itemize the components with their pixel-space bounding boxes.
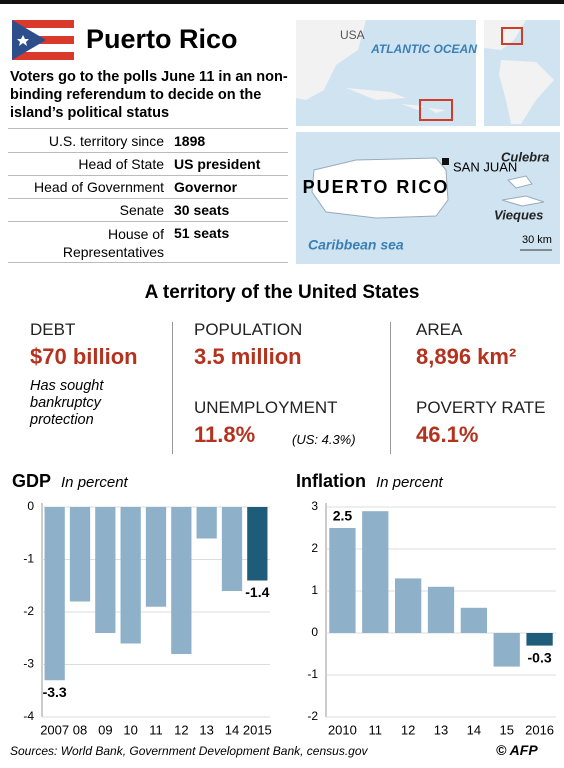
map-label: Caribbean sea [308,237,404,253]
chart-subtitle: In percent [376,474,444,491]
source: Sources: World Bank, Government Developm… [10,744,368,758]
chart-title: Inflation [296,471,366,491]
x-tick-label: 14 [225,722,239,737]
value-label: -3.3 [43,684,67,700]
flag [12,20,74,60]
chart-subtitle: In percent [61,474,129,491]
y-tick-label: 0 [311,625,318,639]
table-row: House of Representatives 51 seats [8,222,288,263]
bar [69,507,91,602]
credit: © AFP [496,742,538,758]
y-tick-label: 2 [311,541,318,555]
table-row: Senate 30 seats [8,199,288,222]
y-tick-label: -2 [23,604,34,618]
bar [44,507,65,681]
x-tick-label: 11 [369,722,383,737]
value-label: -1.4 [245,584,269,600]
bar [120,507,141,644]
map-label: PUERTO RICO [303,177,450,197]
bar [247,507,268,581]
x-tick-label: 12 [401,722,415,737]
bar [493,633,520,667]
stat-value: 3.5 million [194,344,302,369]
x-tick-label: 13 [199,722,213,737]
divider [8,128,288,129]
separator [390,322,391,454]
title: Puerto Rico [86,24,238,54]
bar [145,507,167,607]
stat-note: (US: 4.3%) [292,432,356,447]
x-tick-label: 2015 [243,722,272,737]
subtitle: Voters go to the polls June 11 in an non… [10,69,288,121]
y-tick-label: -1 [307,667,318,681]
row-value: Governor [174,179,238,195]
x-tick-label: 11 [149,722,163,737]
x-tick-label: 08 [73,722,87,737]
table-row: U.S. territory since 1898 [8,130,288,153]
chart-title: GDP [12,471,51,491]
bar [95,507,116,633]
row-key: Head of State [78,156,164,172]
row-value: 1898 [174,133,206,149]
separator [172,322,173,454]
y-tick-label: -2 [307,709,318,723]
x-tick-label: 2016 [525,722,554,737]
x-tick-label: 12 [174,722,188,737]
map-label: Vieques [494,207,543,222]
map-label: 30 km [522,234,552,246]
row-key: Senate [119,202,164,218]
map-label: USA [340,28,365,42]
section-title: A territory of the United States [144,282,420,303]
bar [329,528,356,633]
map-label: SAN JUAN [453,159,517,174]
y-tick-label: -1 [23,552,34,566]
table-row: Head of State US president [8,153,288,176]
value-label: -0.3 [528,649,552,665]
row-key: House of Representatives [62,226,164,260]
stat-label: UNEMPLOYMENT [194,398,338,417]
x-tick-label: 13 [434,722,448,737]
stat-label: AREA [416,320,463,339]
bar [196,507,217,539]
x-tick-label: 15 [499,722,513,737]
x-tick-label: 2007 [40,722,69,737]
x-tick-label: 14 [467,722,481,737]
table-row: Head of Government Governor [8,176,288,199]
stat-note: Has sought bankruptcy protection [30,378,104,428]
x-tick-label: 10 [123,722,137,737]
stat-value: 46.1% [416,422,479,447]
stat-label: POPULATION [194,320,303,339]
y-tick-label: 1 [311,583,318,597]
y-tick-label: 0 [27,499,34,513]
value-label: 2.5 [333,508,353,524]
y-tick-label: -4 [23,709,34,723]
stat-value: 11.8% [194,422,256,447]
stat-value: 8,896 km² [416,344,517,369]
bar [526,633,553,646]
map: USA ATLANTIC OCEAN PUERTO RICO SAN JUAN … [296,20,560,264]
bar [460,607,487,633]
row-key: U.S. territory since [48,133,164,149]
map-label: ATLANTIC OCEAN [370,42,477,56]
row-value: US president [174,156,261,172]
bar [362,511,389,633]
bar [427,586,455,633]
bar [395,578,422,633]
bar [221,507,243,591]
y-tick-label: -3 [23,657,34,671]
stat-label: POVERTY RATE [416,398,546,417]
x-tick-label: 09 [98,722,112,737]
stat-label: DEBT [30,320,76,339]
row-value: 51 seats [174,225,230,241]
stat-value: $70 billion [30,344,138,369]
bar [171,507,192,654]
y-tick-label: 3 [311,499,318,513]
row-key: Head of Government [34,179,164,195]
x-tick-label: 2010 [328,722,357,737]
row-value: 30 seats [174,202,230,218]
map-label: Culebra [501,149,549,164]
